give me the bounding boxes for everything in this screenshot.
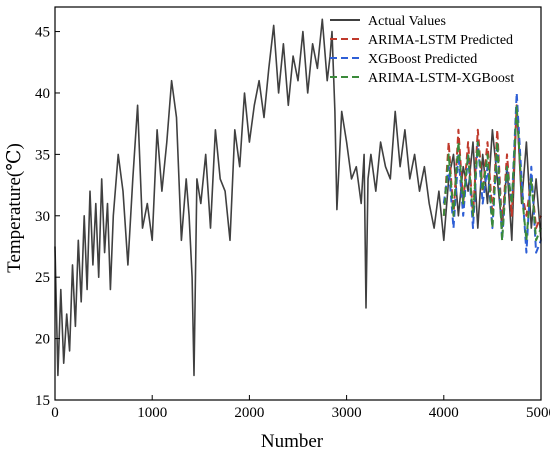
y-tick-label: 45 xyxy=(35,25,50,41)
x-axis-title: Number xyxy=(261,431,324,452)
axes-frame xyxy=(54,6,542,401)
legend: Actual Values ARIMA-LSTM Predicted XGBoost… xyxy=(330,14,514,86)
y-tick-label: 35 xyxy=(35,147,50,163)
legend-label-3: XGBoost Predicted xyxy=(368,52,477,67)
y-tick-label: 15 xyxy=(35,393,50,409)
y-tick-label: 25 xyxy=(35,270,50,286)
x-tick-label: 0 xyxy=(51,405,59,421)
y-tick-label: 20 xyxy=(35,332,50,348)
x-tick-label: 5000 xyxy=(526,405,550,421)
plot-area xyxy=(54,18,542,377)
axes: 0 1000 2000 3000 4000 5000 15 20 25 30 35 40 45 xyxy=(35,6,550,421)
x-tick-label: 1000 xyxy=(137,405,167,421)
series-line-3 xyxy=(442,92,542,254)
legend-label-2: ARIMA-LSTM Predicted xyxy=(368,33,513,48)
y-tick-label: 30 xyxy=(35,209,50,225)
legend-label-1: Actual Values xyxy=(368,14,446,29)
y-tick-label: 40 xyxy=(35,86,50,102)
x-tick-label: 2000 xyxy=(234,405,264,421)
y-axis-title: Temperature(℃) xyxy=(4,143,25,273)
x-tick-label: 4000 xyxy=(429,405,459,421)
x-tick-label: 3000 xyxy=(332,405,362,421)
legend-label-4: ARIMA-LSTM-XGBoost xyxy=(368,71,514,86)
series-line-4 xyxy=(442,104,542,242)
